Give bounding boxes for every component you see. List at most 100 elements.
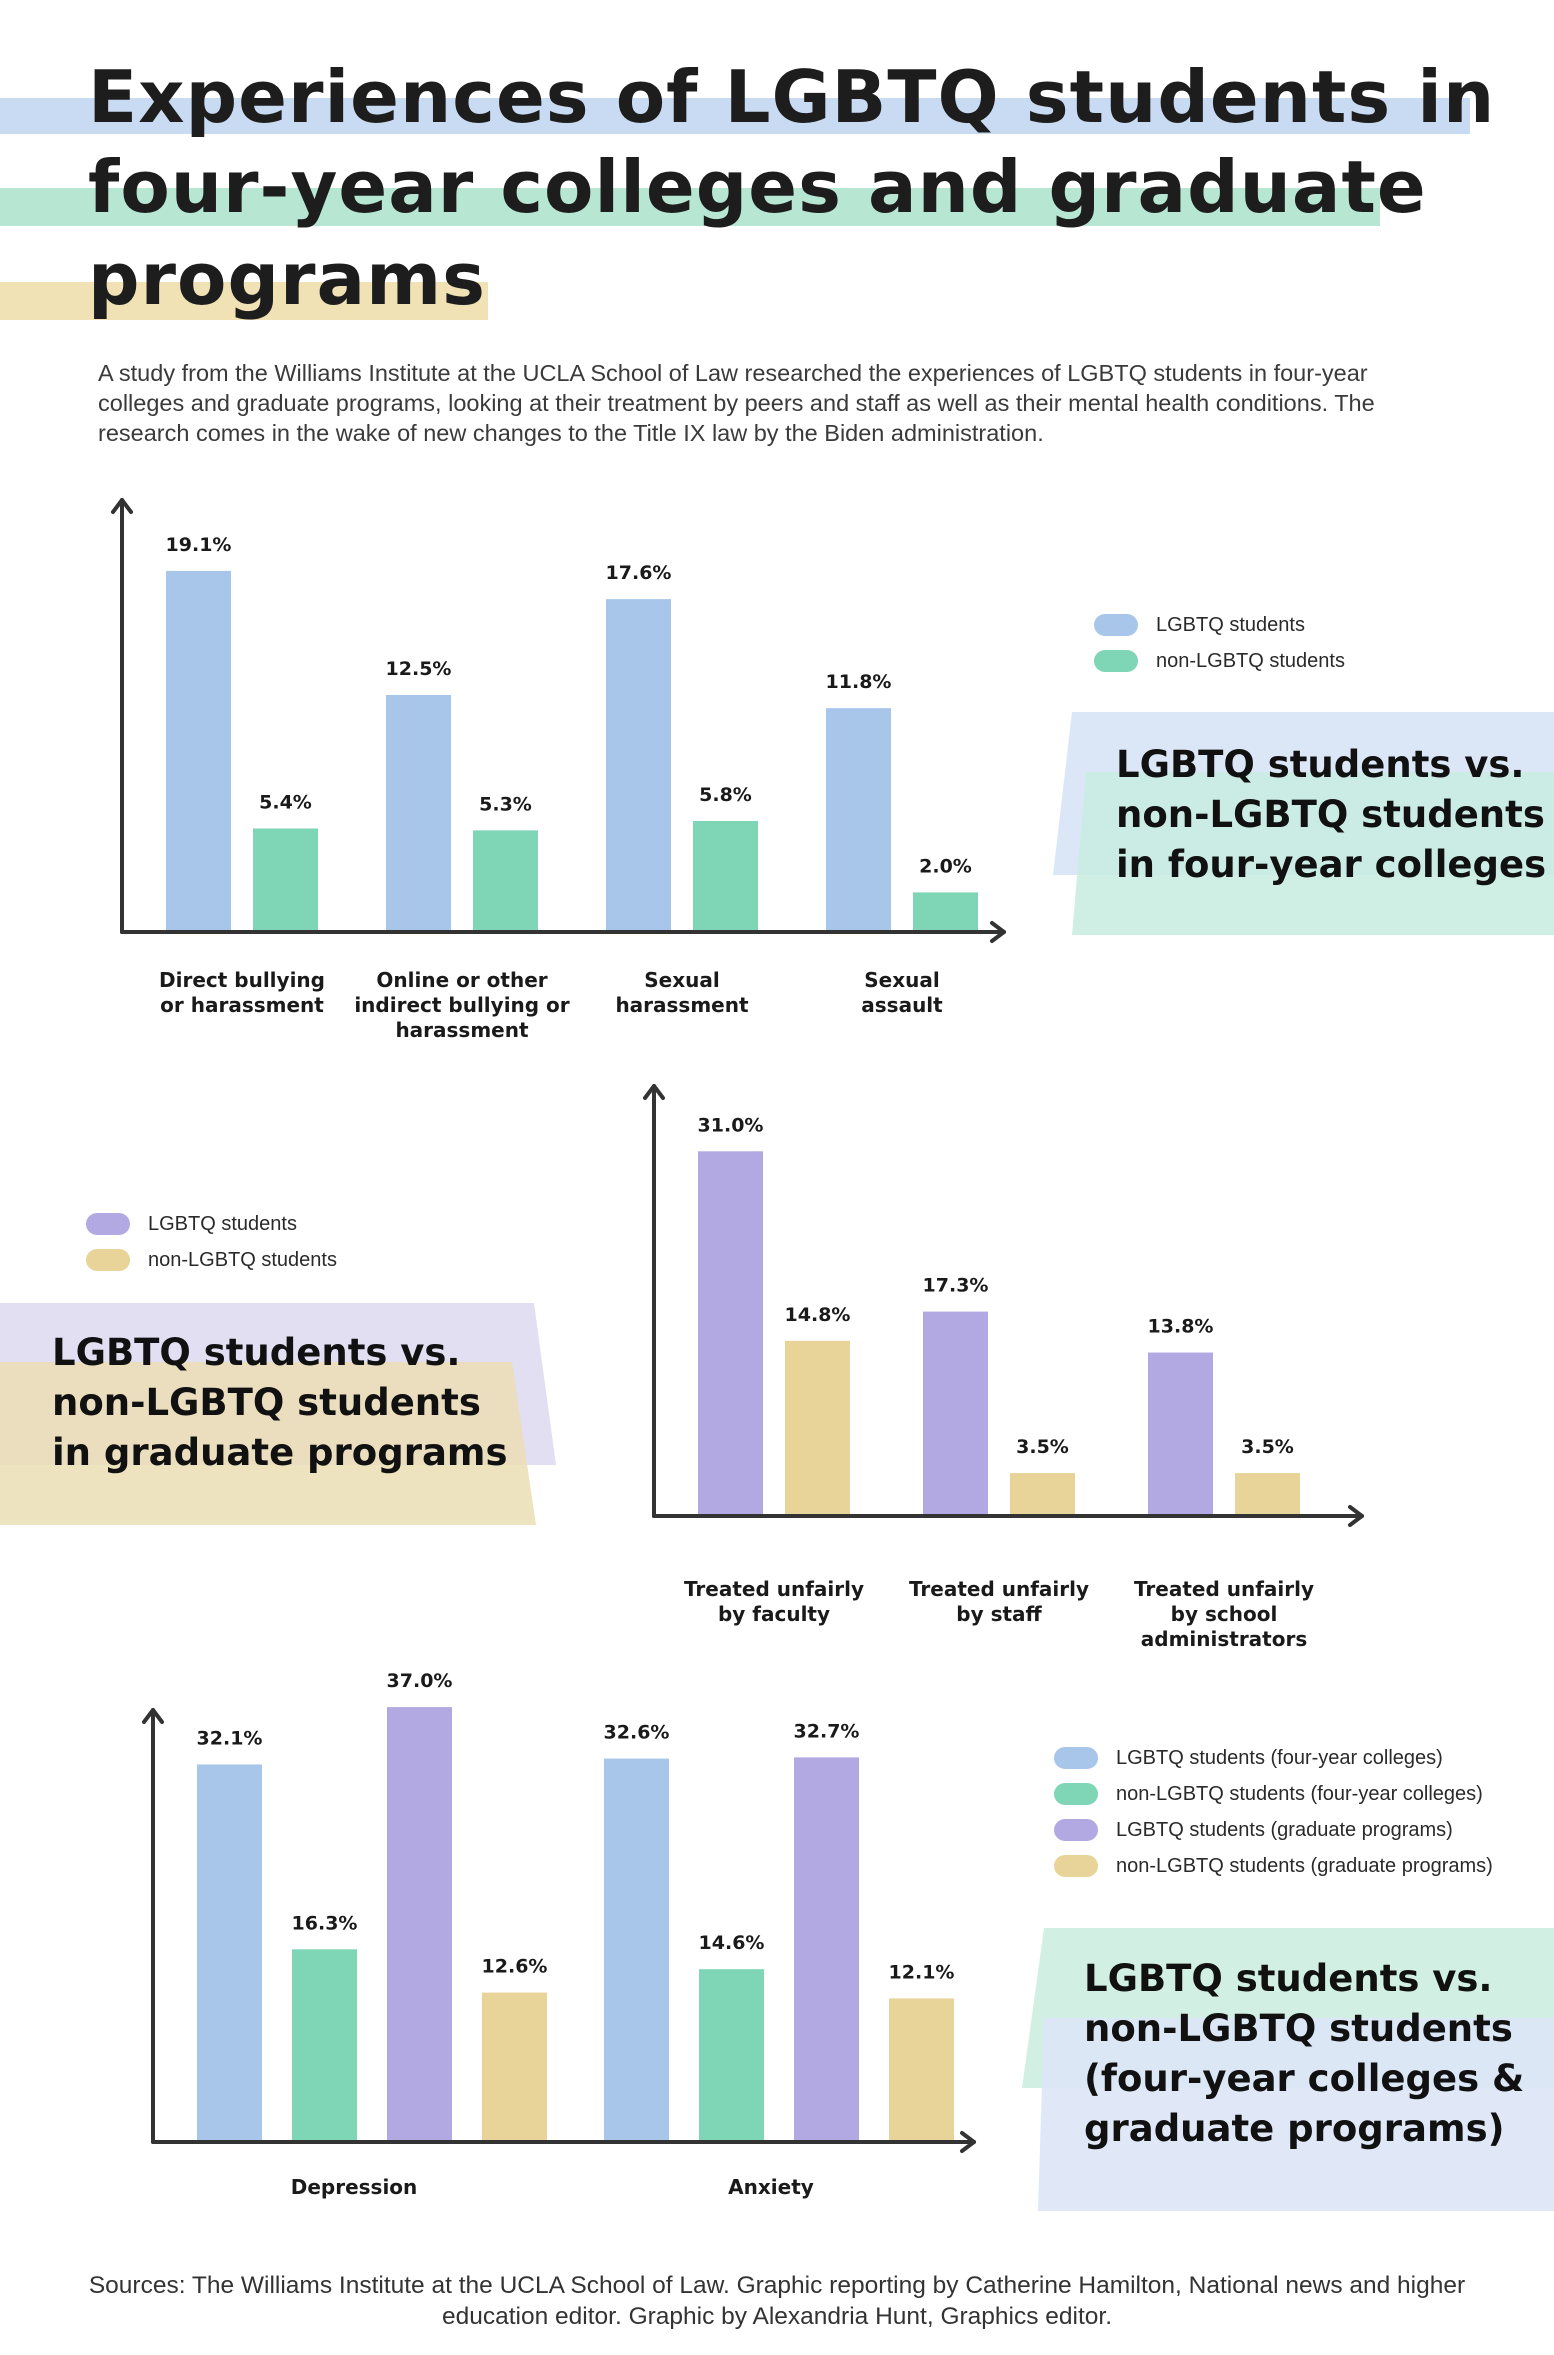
data-label: 3.5% — [1016, 1436, 1069, 1458]
bar — [698, 1151, 763, 1514]
bar — [785, 1340, 850, 1514]
chart1-title-line: in four-year colleges — [1116, 843, 1547, 886]
title-highlight-2 — [0, 188, 1380, 226]
legend-item: non-LGBTQ students (graduate programs) — [1054, 1848, 1493, 1884]
title-highlight-3 — [0, 282, 488, 320]
data-label: 11.8% — [826, 671, 892, 693]
bar — [794, 1757, 859, 2140]
chart1-legend: LGBTQ students non-LGBTQ students — [1094, 607, 1345, 679]
category-label: Depression — [291, 2175, 418, 2199]
bar — [166, 570, 231, 930]
legend-swatch — [86, 1249, 130, 1271]
category-label-line: or harassment — [160, 993, 324, 1017]
bar — [473, 830, 538, 930]
bar — [292, 1949, 357, 2140]
x-axis-arrow — [960, 2131, 976, 2153]
legend-swatch — [1094, 650, 1138, 672]
page-title-line-2: four-year colleges and graduate — [88, 145, 1427, 229]
card-background — [1053, 712, 1554, 935]
chart3-title-card: LGBTQ students vs. non-LGBTQ students (f… — [1022, 1926, 1554, 2214]
legend-label: non-LGBTQ students — [1156, 649, 1345, 672]
chart3-title-line: LGBTQ students vs. — [1084, 1957, 1493, 2000]
legend-swatch — [1094, 614, 1138, 636]
legend-label: LGBTQ students (graduate programs) — [1116, 1818, 1453, 1841]
chart3-title-line: non-LGBTQ students — [1084, 2007, 1513, 2050]
intro-paragraph: A study from the Williams Institute at t… — [98, 360, 1375, 446]
x-axis-arrow — [1348, 1505, 1364, 1527]
chart2-title-card: LGBTQ students vs. non-LGBTQ students in… — [0, 1300, 560, 1526]
data-label: 5.4% — [259, 791, 312, 813]
bar — [386, 695, 451, 930]
data-label: 14.6% — [699, 1932, 765, 1954]
data-label: 32.1% — [197, 1727, 263, 1749]
data-label: 3.5% — [1241, 1436, 1294, 1458]
data-label: 19.1% — [166, 534, 232, 556]
chart3-title-line: (four-year colleges & — [1084, 2057, 1525, 2100]
data-label: 16.3% — [292, 1912, 358, 1934]
bar — [1235, 1473, 1300, 1514]
chart2-legend: LGBTQ students non-LGBTQ students — [86, 1206, 337, 1278]
bar — [913, 892, 978, 930]
category-label-line: Sexual — [644, 968, 719, 992]
y-axis-arrow — [111, 498, 133, 514]
data-label: 12.5% — [386, 658, 452, 680]
mental-health-chart: 32.1% 16.3% 37.0% 12.6% Depression 32.6% 14.6%… — [142, 1670, 976, 2199]
category-label-line: by faculty — [718, 1602, 830, 1626]
category-label-line: indirect bullying or — [354, 993, 569, 1017]
chart1-title-line: LGBTQ students vs. — [1116, 743, 1525, 786]
card-background — [0, 1303, 556, 1525]
legend-label: non-LGBTQ students — [148, 1248, 337, 1271]
legend-item: LGBTQ students (four-year colleges) — [1054, 1740, 1493, 1776]
chart3-title-line: graduate programs) — [1084, 2107, 1505, 2150]
legend-swatch — [1054, 1819, 1098, 1841]
bar — [197, 1764, 262, 2140]
category-label-line: by staff — [956, 1602, 1042, 1626]
card-background — [1022, 1928, 1554, 2211]
legend-swatch — [1054, 1855, 1098, 1877]
category-label-line: harassment — [615, 993, 749, 1017]
chart1-title-card: LGBTQ students vs. non-LGBTQ students in… — [1050, 710, 1554, 936]
legend-item: non-LGBTQ students — [1094, 643, 1345, 679]
bar — [606, 599, 671, 930]
data-label: 12.6% — [482, 1956, 548, 1978]
y-axis-arrow — [142, 1708, 164, 1724]
bar — [699, 1969, 764, 2140]
page-title-line-1: Experiences of LGBTQ students in — [88, 55, 1496, 139]
data-label: 17.6% — [606, 562, 672, 584]
category-label-line: Treated unfairly — [684, 1577, 864, 1601]
chart1-title-line: non-LGBTQ students — [1116, 793, 1545, 836]
category-label-line: Direct bullying — [159, 968, 325, 992]
legend-label: LGBTQ students (four-year colleges) — [1116, 1746, 1443, 1769]
bar — [253, 828, 318, 930]
bar — [1010, 1473, 1075, 1514]
legend-label: non-LGBTQ students (four-year colleges) — [1116, 1782, 1483, 1805]
bar — [826, 708, 891, 930]
legend-item: LGBTQ students — [86, 1206, 337, 1242]
legend-item: non-LGBTQ students — [86, 1242, 337, 1278]
data-label: 5.3% — [479, 793, 532, 815]
bar — [1148, 1352, 1213, 1514]
bar — [923, 1311, 988, 1514]
data-label: 12.1% — [889, 1961, 955, 1983]
x-axis-arrow — [990, 921, 1006, 943]
page-title-line-3: programs — [88, 237, 487, 321]
data-label: 31.0% — [698, 1114, 764, 1136]
category-label-line: Online or other — [376, 968, 547, 992]
sources-footer: Sources: The Williams Institute at the U… — [88, 2272, 1466, 2330]
data-label: 32.6% — [604, 1722, 670, 1744]
category-label-line: Treated unfairly — [1134, 1577, 1314, 1601]
legend-item: LGBTQ students — [1094, 607, 1345, 643]
y-axis-arrow — [643, 1084, 665, 1100]
legend-swatch — [1054, 1747, 1098, 1769]
legend-label: non-LGBTQ students (graduate programs) — [1116, 1854, 1493, 1877]
data-label: 17.3% — [923, 1275, 989, 1297]
category-label-line: administrators — [1141, 1627, 1308, 1651]
chart2-title-line: non-LGBTQ students — [52, 1381, 481, 1424]
bar — [482, 1992, 547, 2140]
